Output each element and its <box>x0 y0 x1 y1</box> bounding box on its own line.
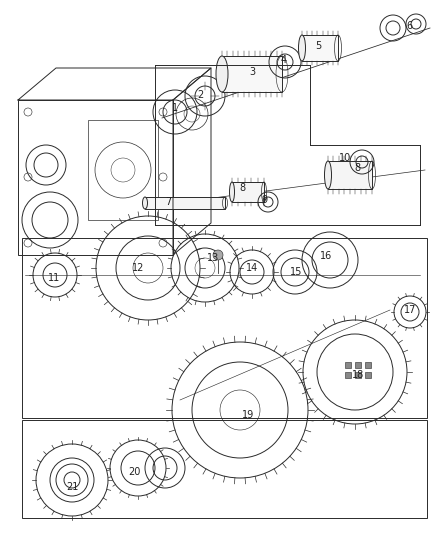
Bar <box>354 372 360 378</box>
Bar <box>222 56 281 92</box>
Ellipse shape <box>215 56 227 92</box>
Bar <box>18 100 173 255</box>
Text: 1: 1 <box>172 103 178 113</box>
Text: 20: 20 <box>127 467 140 477</box>
Text: 13: 13 <box>206 253 219 263</box>
Text: 17: 17 <box>403 305 415 315</box>
Text: 6: 6 <box>405 21 411 31</box>
Text: 4: 4 <box>280 55 286 65</box>
Text: 14: 14 <box>245 263 258 273</box>
Text: 2: 2 <box>196 90 203 100</box>
Ellipse shape <box>298 35 305 61</box>
Bar <box>88 120 158 220</box>
Bar <box>22 238 426 418</box>
Text: 19: 19 <box>241 410 254 420</box>
Bar <box>354 362 360 368</box>
Bar <box>344 372 350 378</box>
Text: 8: 8 <box>238 183 244 193</box>
Bar <box>364 362 370 368</box>
Text: 16: 16 <box>319 251 332 261</box>
Text: 10: 10 <box>338 153 350 163</box>
Text: 18: 18 <box>351 370 363 380</box>
Text: 8: 8 <box>353 163 359 173</box>
Text: 21: 21 <box>66 482 78 492</box>
Ellipse shape <box>142 197 147 209</box>
Bar <box>344 362 350 368</box>
Bar <box>22 420 426 518</box>
Ellipse shape <box>229 182 234 202</box>
Bar <box>301 35 337 61</box>
Text: 3: 3 <box>248 67 254 77</box>
Text: 12: 12 <box>131 263 144 273</box>
Text: 7: 7 <box>165 197 171 207</box>
Bar <box>364 372 370 378</box>
Bar <box>231 182 263 202</box>
Circle shape <box>212 250 223 260</box>
Text: 11: 11 <box>48 273 60 283</box>
Text: 15: 15 <box>289 267 301 277</box>
Ellipse shape <box>324 161 331 189</box>
Text: 5: 5 <box>314 41 320 51</box>
Text: 9: 9 <box>260 195 266 205</box>
Bar <box>145 197 225 209</box>
Bar <box>327 161 371 189</box>
